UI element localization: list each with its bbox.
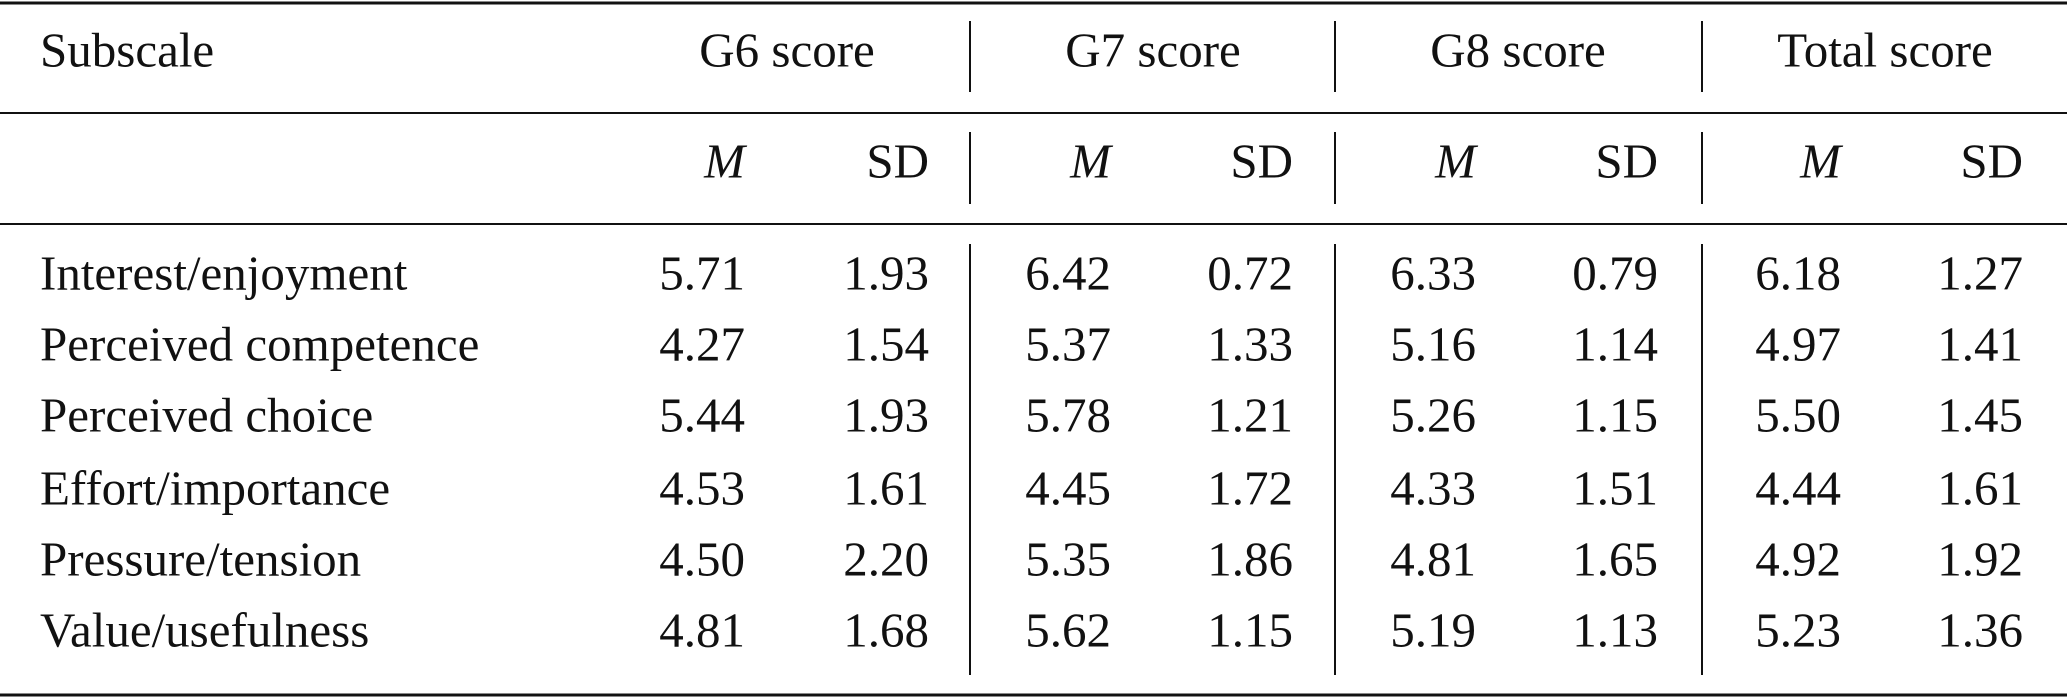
cell: 4.92 <box>1755 531 1841 586</box>
cell: 1.92 <box>1937 531 2023 586</box>
cell: 5.78 <box>1025 387 1111 442</box>
cell: 1.93 <box>843 245 929 300</box>
cell: 1.33 <box>1207 316 1293 371</box>
cell: 4.50 <box>659 531 745 586</box>
cell: 1.68 <box>843 602 929 657</box>
cell: 5.62 <box>1025 602 1111 657</box>
subheader-cell: SD <box>1230 133 1293 188</box>
subheader-cell: SD <box>1595 133 1658 188</box>
header-cell: G8 score <box>1430 22 1606 77</box>
cell: 5.19 <box>1390 602 1476 657</box>
cell: 1.86 <box>1207 531 1293 586</box>
row-label: Perceived choice <box>40 387 373 442</box>
cell: 6.42 <box>1025 245 1111 300</box>
cell: 1.61 <box>1937 460 2023 515</box>
cell: 5.23 <box>1755 602 1841 657</box>
cell: 5.26 <box>1390 387 1476 442</box>
cell: 4.27 <box>659 316 745 371</box>
cell: 4.97 <box>1755 316 1841 371</box>
cell: 1.93 <box>843 387 929 442</box>
cell: 4.53 <box>659 460 745 515</box>
cell: 5.71 <box>659 245 745 300</box>
cell: 1.51 <box>1572 460 1658 515</box>
cell: 4.81 <box>1390 531 1476 586</box>
cell: 1.41 <box>1937 316 2023 371</box>
header-cell: G6 score <box>699 22 875 77</box>
cell: 6.18 <box>1755 245 1841 300</box>
cell: 1.54 <box>843 316 929 371</box>
cell: 4.33 <box>1390 460 1476 515</box>
subheader-cell: M <box>1799 133 1844 188</box>
row-label: Interest/enjoyment <box>40 245 408 300</box>
cell: 1.72 <box>1207 460 1293 515</box>
row-label: Effort/importance <box>40 460 390 515</box>
cell: 1.14 <box>1572 316 1658 371</box>
cell: 4.44 <box>1755 460 1841 515</box>
cell: 0.72 <box>1207 245 1293 300</box>
subheader-cell: M <box>1434 133 1479 188</box>
row-label: Pressure/tension <box>40 531 361 586</box>
header-cell: G7 score <box>1065 22 1241 77</box>
cell: 1.15 <box>1572 387 1658 442</box>
cell: 5.44 <box>659 387 745 442</box>
cell: 1.36 <box>1937 602 2023 657</box>
cell: 1.65 <box>1572 531 1658 586</box>
cell: 0.79 <box>1572 245 1658 300</box>
cell: 1.61 <box>843 460 929 515</box>
cell: 1.45 <box>1937 387 2023 442</box>
cell: 4.45 <box>1025 460 1111 515</box>
cell: 1.15 <box>1207 602 1293 657</box>
subheader-cell: M <box>703 133 748 188</box>
cell: 2.20 <box>843 531 929 586</box>
row-label: Perceived competence <box>40 316 479 371</box>
header-cell: Subscale <box>40 22 214 77</box>
subheader-cell: SD <box>866 133 929 188</box>
subheader-cell: M <box>1069 133 1114 188</box>
cell: 5.37 <box>1025 316 1111 371</box>
cell: 6.33 <box>1390 245 1476 300</box>
cell: 5.16 <box>1390 316 1476 371</box>
subheader-cell: SD <box>1960 133 2023 188</box>
row-label: Value/usefulness <box>40 602 369 657</box>
cell: 1.13 <box>1572 602 1658 657</box>
cell: 5.35 <box>1025 531 1111 586</box>
cell: 1.21 <box>1207 387 1293 442</box>
cell: 5.50 <box>1755 387 1841 442</box>
column-separators <box>969 21 1703 675</box>
cell: 4.81 <box>659 602 745 657</box>
header-cell: Total score <box>1777 22 1993 77</box>
cell: 1.27 <box>1937 245 2023 300</box>
